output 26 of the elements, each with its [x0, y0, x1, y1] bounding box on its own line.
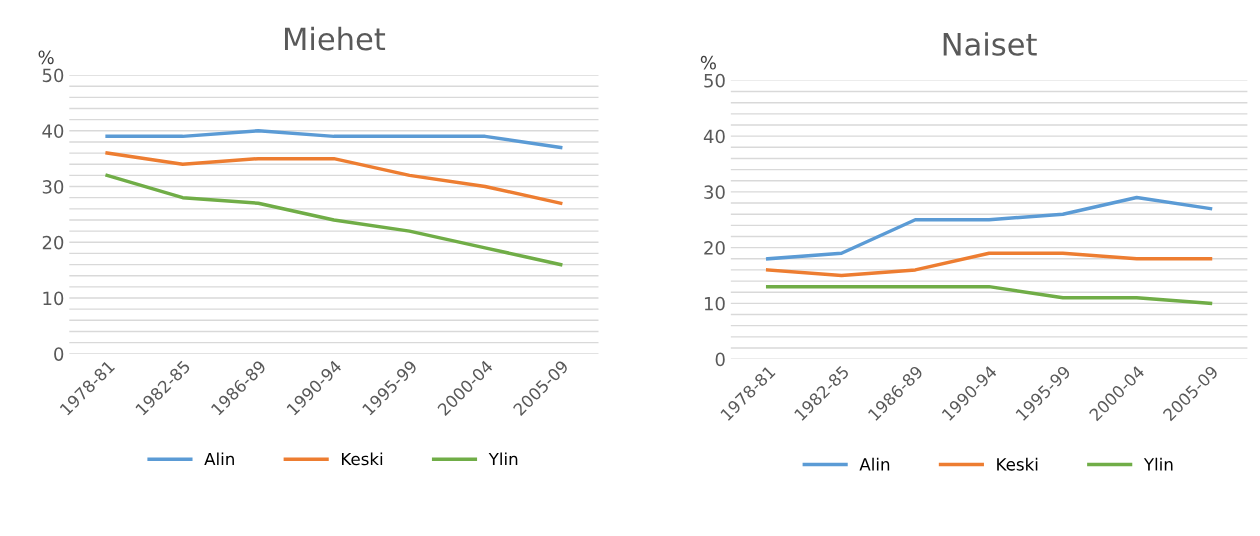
- y-tick-label: 50: [42, 68, 64, 83]
- y-tick-label: 0: [54, 347, 64, 361]
- line-series: [765, 195, 1213, 261]
- y-tick-label: 40: [42, 124, 64, 138]
- y-axis-title: %: [700, 55, 716, 70]
- legend-label: Ylin: [1143, 457, 1173, 471]
- y-tick-label: 10: [704, 296, 725, 311]
- line-series: [105, 173, 563, 267]
- legend-label: Keski: [997, 457, 1038, 471]
- legend-label: Ylin: [488, 452, 518, 466]
- y-axis-title: %: [38, 50, 54, 65]
- y-tick-label: 50: [704, 73, 725, 88]
- legend-label: Keski: [341, 452, 383, 466]
- y-tick-label: 0: [715, 352, 725, 367]
- y-tick-label: 10: [43, 291, 64, 306]
- line-series: [105, 151, 563, 205]
- chart-title: Naiset: [943, 32, 1037, 56]
- y-tick-label: 30: [42, 179, 64, 194]
- y-tick-label: 20: [42, 235, 64, 250]
- legend-label: Alin: [859, 457, 890, 471]
- y-tick-label: 40: [703, 129, 725, 144]
- y-tick-label: 30: [704, 185, 725, 199]
- y-tick-label: 20: [704, 241, 725, 255]
- chart-title: Miehet: [285, 26, 386, 51]
- legend-label: Alin: [204, 452, 234, 466]
- line-series: [765, 251, 1213, 278]
